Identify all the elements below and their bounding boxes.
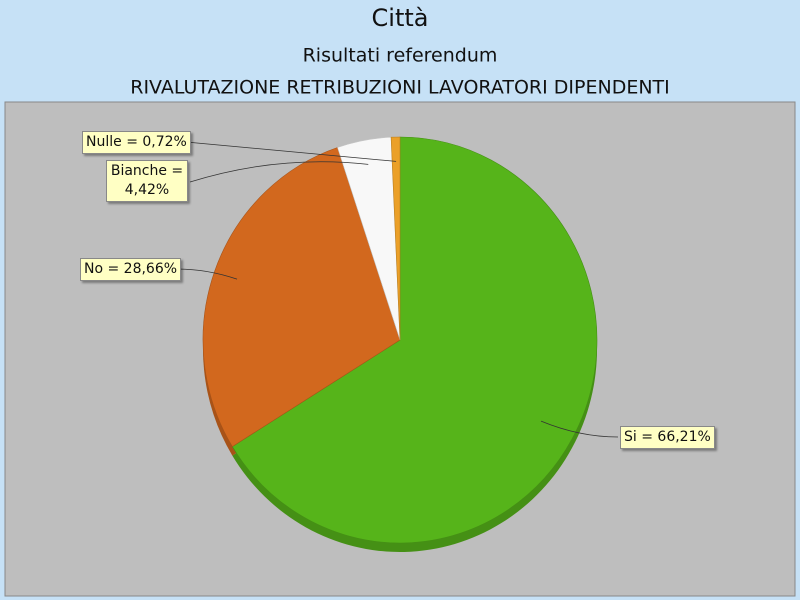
chart-title: Città — [372, 4, 429, 32]
leader-line — [185, 141, 397, 162]
data-label: Nulle = 0,72% — [82, 131, 191, 154]
chart-subtitle: RIVALUTAZIONE RETRIBUZIONI LAVORATORI DI… — [130, 77, 670, 99]
leader-line — [177, 268, 238, 280]
slice — [390, 136, 401, 341]
leader-line — [540, 420, 619, 438]
data-label: Si = 66,21% — [620, 426, 715, 449]
leader-line — [189, 161, 369, 183]
data-label: Bianche = 4,42% — [106, 160, 188, 202]
chart-subtitle: Risultati referendum — [303, 45, 498, 67]
data-label: No = 28,66% — [80, 258, 182, 281]
slice — [202, 147, 401, 447]
slice — [231, 136, 598, 544]
